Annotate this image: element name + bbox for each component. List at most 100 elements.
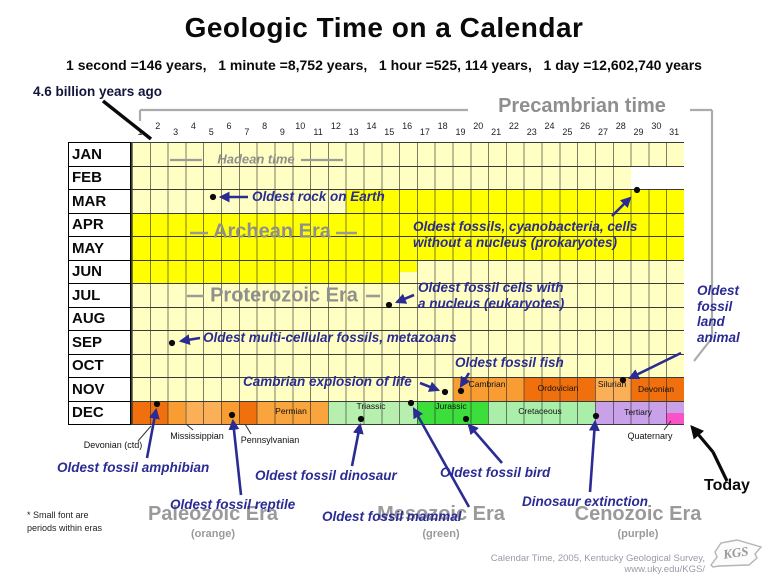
arrow-oldest-reptile [228,418,243,496]
annotation-oldest-fossils-prokaryotes: Oldest fossils, cyanobacteria, cells wit… [413,219,638,250]
era-segment-mississippian [167,401,186,425]
month-label: JUL [68,283,131,308]
annotation-oldest-dinosaur: Oldest fossil dinosaur [255,468,397,483]
period-label-ordovician: Ordovician [537,383,579,393]
calendar-row [131,400,684,426]
day-number: 20 [473,120,484,131]
month-label: SEP [68,330,131,355]
month-label: JAN [68,142,131,167]
calendar-row [131,189,684,214]
annotation-oldest-mammal: Oldest fossil mammal [322,509,462,524]
arrow-dinosaur-extinction [588,419,600,493]
era-segment-archean [132,260,400,284]
calendar-row [131,259,684,285]
month-label: JUN [68,259,131,285]
day-number: 6 [226,120,232,131]
kentucky-outline-icon [710,539,763,568]
line-13 [244,423,252,435]
period-label-tertiary: Tertiary [624,407,652,417]
annotation-dinosaur-extinction: Dinosaur extinction [522,494,649,509]
annotation-oldest-amphibian: Oldest fossil amphibian [57,460,210,475]
day-number: 7 [244,127,250,137]
day-number: 18 [437,120,448,131]
footnote: * Small font are periods within eras [27,509,102,535]
legend-note-mesozoic: (green) [422,528,460,540]
arrow-oldest-dinosaur [350,422,364,467]
period-label-permian: Permian [275,406,307,416]
month-label: APR [68,212,131,238]
day-number: 8 [262,120,268,131]
legend-note-paleozoic: (orange) [191,528,235,540]
billion-years-ago-note: 4.6 billion years ago [33,84,163,99]
legend-note-cenozoic: (purple) [617,528,659,540]
day-number: 21 [491,127,502,137]
today-label: Today [704,477,750,494]
era-segment-hadean [132,143,684,166]
month-label: MAY [68,236,131,261]
calendar-row [131,165,631,191]
calendar-row [131,306,684,332]
era-segment-archean [399,260,417,272]
day-number: 13 [348,127,359,137]
day-number: 15 [384,127,395,137]
period-label-cretaceous: Cretaceous [518,406,562,416]
month-label: MAR [68,189,131,214]
footnote-line-1: * Small font are [27,510,89,520]
day-number: 28 [615,120,626,131]
era-label-hadean-time: Hadean time [217,151,295,167]
era-segment-pennsylvanian [221,401,239,425]
day-number: 5 [208,127,214,137]
period-label-devonian: Devonian [638,384,674,394]
day-number: 2 [155,120,161,131]
day-number: 27 [597,127,608,137]
line-11 [137,425,152,442]
day-number: 16 [402,120,413,131]
era-segment-proterozoic [132,307,684,331]
period-label-cambrian: Cambrian [468,379,506,389]
month-label: FEB [68,165,131,191]
day-number: 29 [633,127,644,137]
legend-era-cenozoic: Cenozoic Era [574,503,702,525]
footnote-line-2: periods within eras [27,523,103,533]
day-number: 9 [279,127,285,137]
day-number: 31 [669,127,680,137]
period-label-silurian: Silurian [597,379,627,389]
annotation-oldest-bird: Oldest fossil bird [440,465,551,480]
period-sublabel-mississippian: Mississippian [170,431,224,441]
kgs-logo: KGS [710,539,763,568]
legend-era-mesozoic: Mesozoic Era [377,503,505,525]
annotation-oldest-rock: Oldest rock on Earth [252,189,385,204]
day-number: 3 [173,127,179,137]
day-number: 30 [651,120,662,131]
time-conversion-subtitle: 1 second =146 years, 1 minute =8,752 yea… [66,57,702,73]
day-number: 25 [562,127,573,137]
era-label-proterozoic-era: Proterozoic Era [210,284,358,307]
calendar-row [131,142,684,167]
page-title: Geologic Time on a Calendar [184,12,584,43]
month-label: NOV [68,377,131,402]
annotation-oldest-fish: Oldest fossil fish [455,355,564,370]
day-number: 14 [366,120,377,131]
legend-era-paleozoic: Paleozoic Era [147,503,279,525]
arrow-oldest-bird [467,423,503,464]
day-number: 23 [526,127,537,137]
era-segment-quaternary [666,412,684,425]
day-number: 17 [419,127,430,137]
annotation-cambrian-explosion: Cambrian explosion of life [243,374,412,389]
annotation-oldest-land-animal: Oldest fossil land animal [697,283,740,345]
month-label: AUG [68,306,131,332]
day-number: 10 [295,120,306,131]
kgs-logo-text: KGS [721,543,749,562]
day-number: 12 [330,120,341,131]
credit-footer: Calendar Time, 2005, Kentucky Geological… [490,553,705,575]
arrow-today [690,424,715,454]
month-label: DEC [68,400,131,426]
day-number: 24 [544,120,555,131]
era-segment-devonian-ctd [132,401,168,425]
era-segment-pennsylvanian [238,401,257,425]
day-number: 26 [580,120,591,131]
month-label: OCT [68,353,131,379]
era-segment-archean [345,190,684,213]
era-segment-hadean [132,166,631,190]
